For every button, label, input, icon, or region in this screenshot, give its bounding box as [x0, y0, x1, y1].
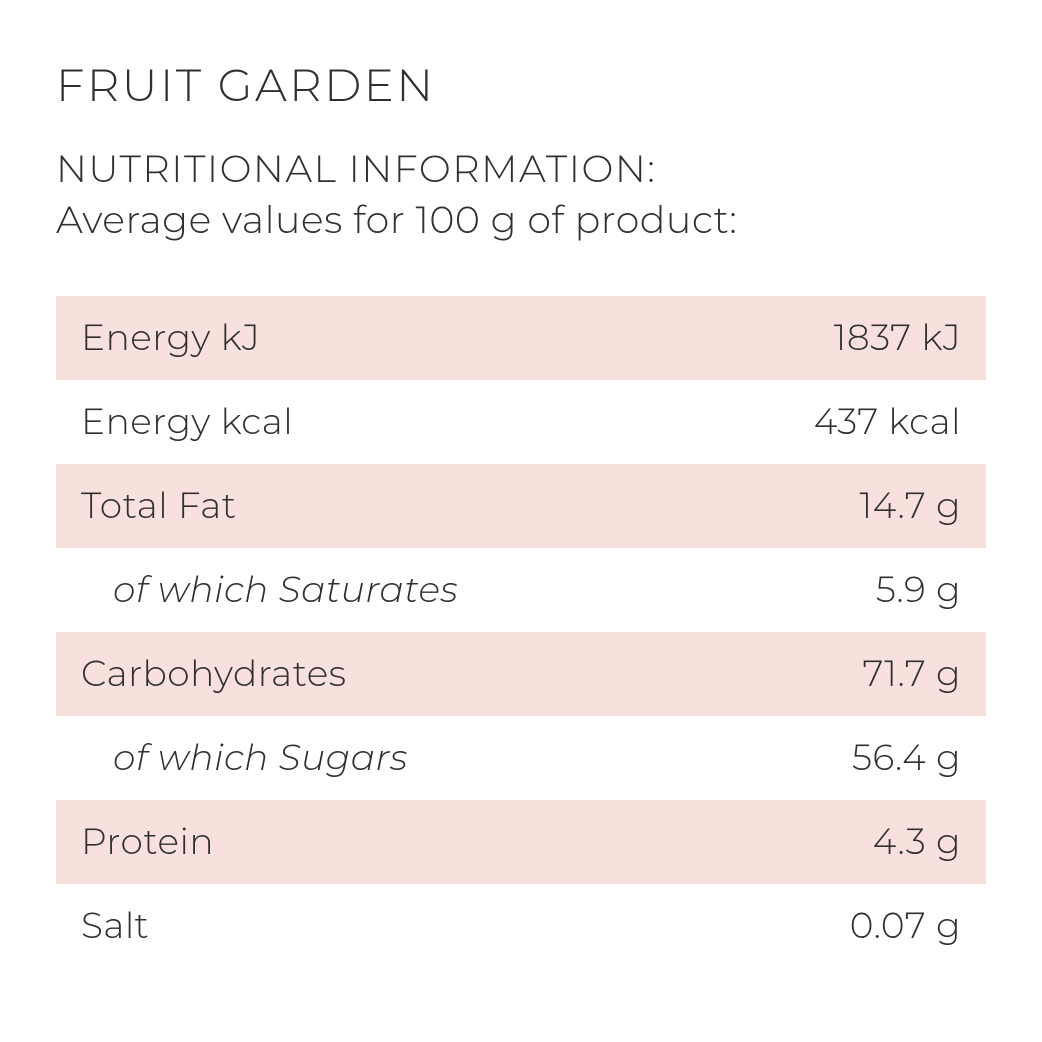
table-row: Carbohydrates 71.7 g — [56, 632, 986, 716]
row-label: Energy kJ — [81, 316, 260, 360]
row-label: Energy kcal — [81, 400, 293, 444]
row-label: Total Fat — [81, 484, 237, 528]
row-label: of which Saturates — [81, 568, 458, 612]
table-row: of which Saturates 5.9 g — [56, 548, 986, 632]
page-title: FRUIT GARDEN — [56, 58, 986, 113]
row-value: 4.3 g — [873, 820, 961, 864]
table-row: Salt 0.07 g — [56, 884, 986, 968]
nutrition-header-line1: NUTRITIONAL INFORMATION: — [56, 143, 986, 194]
row-label: Salt — [81, 904, 149, 948]
table-row: of which Sugars 56.4 g — [56, 716, 986, 800]
table-row: Protein 4.3 g — [56, 800, 986, 884]
row-label: Carbohydrates — [81, 652, 346, 696]
row-label: of which Sugars — [81, 736, 408, 780]
row-value: 56.4 g — [852, 736, 961, 780]
row-label: Protein — [81, 820, 214, 864]
row-value: 437 kcal — [814, 400, 961, 444]
table-row: Energy kJ 1837 kJ — [56, 296, 986, 380]
nutrition-table: Energy kJ 1837 kJ Energy kcal 437 kcal T… — [56, 296, 986, 968]
table-row: Energy kcal 437 kcal — [56, 380, 986, 464]
row-value: 5.9 g — [876, 568, 961, 612]
row-value: 0.07 g — [850, 904, 961, 948]
row-value: 14.7 g — [860, 484, 961, 528]
row-value: 1837 kJ — [834, 316, 961, 360]
nutrition-header-line2: Average values for 100 g of product: — [56, 194, 986, 245]
row-value: 71.7 g — [863, 652, 962, 696]
table-row: Total Fat 14.7 g — [56, 464, 986, 548]
